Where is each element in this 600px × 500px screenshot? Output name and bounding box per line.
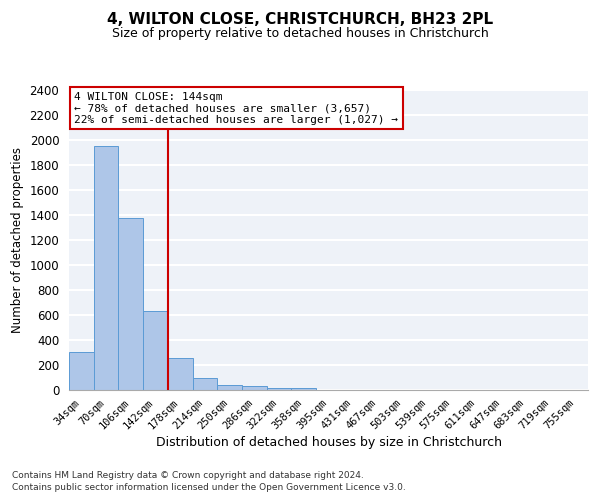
Bar bbox=[217, 385, 242, 390]
Text: Distribution of detached houses by size in Christchurch: Distribution of detached houses by size … bbox=[156, 436, 502, 449]
Y-axis label: Number of detached properties: Number of detached properties bbox=[11, 147, 24, 333]
Text: 4 WILTON CLOSE: 144sqm
← 78% of detached houses are smaller (3,657)
22% of semi-: 4 WILTON CLOSE: 144sqm ← 78% of detached… bbox=[74, 92, 398, 124]
Text: Size of property relative to detached houses in Christchurch: Size of property relative to detached ho… bbox=[112, 27, 488, 40]
Bar bbox=[242, 386, 267, 390]
Bar bbox=[193, 378, 217, 390]
Text: Contains HM Land Registry data © Crown copyright and database right 2024.: Contains HM Land Registry data © Crown c… bbox=[12, 472, 364, 480]
Bar bbox=[69, 352, 94, 390]
Text: Contains public sector information licensed under the Open Government Licence v3: Contains public sector information licen… bbox=[12, 483, 406, 492]
Bar bbox=[267, 388, 292, 390]
Text: 4, WILTON CLOSE, CHRISTCHURCH, BH23 2PL: 4, WILTON CLOSE, CHRISTCHURCH, BH23 2PL bbox=[107, 12, 493, 26]
Bar bbox=[143, 311, 168, 390]
Bar bbox=[94, 146, 118, 390]
Bar bbox=[292, 388, 316, 390]
Bar bbox=[168, 358, 193, 390]
Bar bbox=[118, 218, 143, 390]
